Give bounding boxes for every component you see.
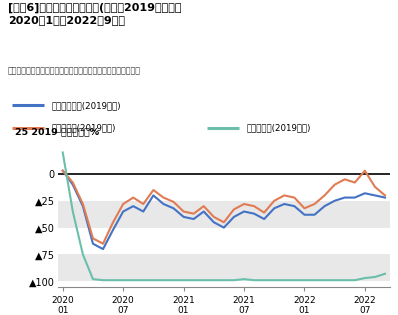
Bar xyxy=(58,201,390,228)
Text: 25 2019 年同月比、%: 25 2019 年同月比、% xyxy=(14,127,99,136)
Text: うち日本人(2019年比): うち日本人(2019年比) xyxy=(52,123,116,132)
Bar xyxy=(58,255,390,281)
Text: うち外国人(2019年比): うち外国人(2019年比) xyxy=(247,123,311,132)
Text: 延べ宿泊者数(2019年比): 延べ宿泊者数(2019年比) xyxy=(52,101,121,110)
Text: [図表6]延べ宿泊者数の推移(月次、2019年対比、
2020年1月〜2022年9月）: [図表6]延べ宿泊者数の推移(月次、2019年対比、 2020年1月〜2022年… xyxy=(8,3,181,26)
Text: 出所：「宿泊旅行統計調査」を基にニッセイ基礎研究所が作成: 出所：「宿泊旅行統計調査」を基にニッセイ基礎研究所が作成 xyxy=(8,66,141,76)
